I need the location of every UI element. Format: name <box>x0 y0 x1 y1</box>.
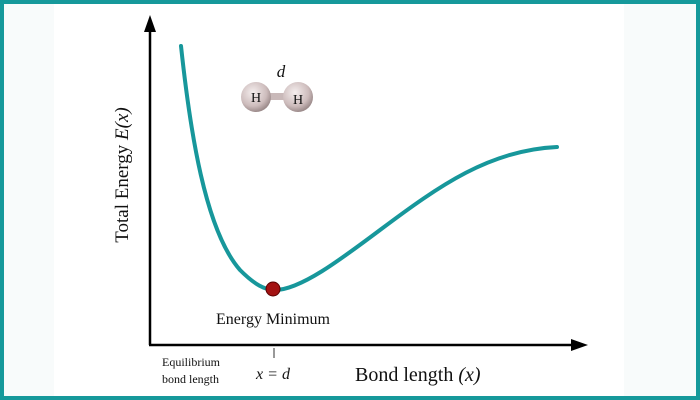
hydrogen-atom <box>241 82 271 112</box>
hydrogen-atom <box>283 82 313 112</box>
h2-molecule: H H d <box>241 62 313 112</box>
equilibrium-label-line1: Equilibrium <box>162 355 221 369</box>
energy-minimum-point <box>265 281 281 297</box>
energy-curve <box>179 44 559 293</box>
y-axis-arrow <box>144 15 156 32</box>
x-axis-arrow <box>571 339 588 351</box>
atom1-label: H <box>251 91 261 106</box>
minimum-label: Energy Minimum <box>216 311 330 328</box>
atom2-label: H <box>293 93 303 108</box>
x-axis-label: Bond length (x) <box>355 364 481 386</box>
distance-label: d <box>277 62 286 81</box>
equilibrium-label-line2: bond length <box>162 372 219 386</box>
y-axis-label: Total Energy E(x) <box>112 107 133 243</box>
bond <box>262 93 292 100</box>
tick-label: x = d <box>255 366 291 383</box>
